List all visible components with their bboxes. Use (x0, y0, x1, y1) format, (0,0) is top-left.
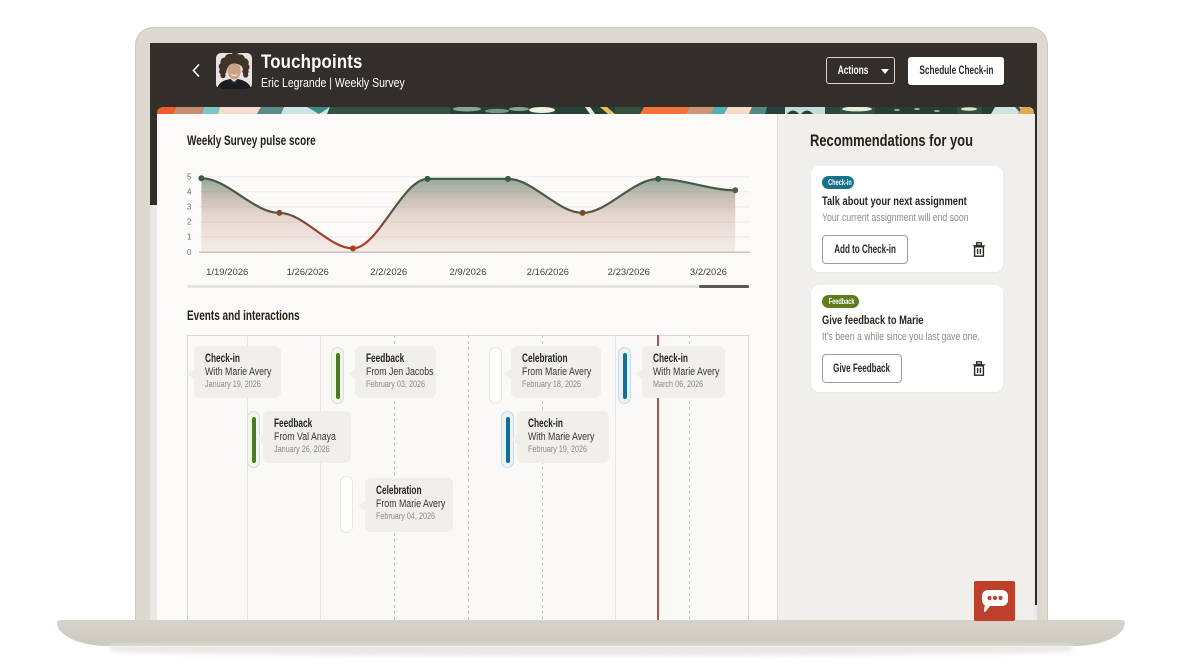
svg-text:2/23/2026: 2/23/2026 (608, 267, 650, 278)
svg-text:4: 4 (187, 187, 192, 196)
svg-text:1: 1 (187, 233, 192, 242)
svg-text:1/26/2026: 1/26/2026 (287, 267, 329, 278)
svg-text:0: 0 (187, 248, 192, 257)
svg-text:3/2/2026: 3/2/2026 (690, 267, 727, 278)
svg-text:2/16/2026: 2/16/2026 (527, 267, 569, 278)
svg-text:3: 3 (187, 203, 192, 212)
svg-text:2/9/2026: 2/9/2026 (450, 267, 487, 278)
svg-text:2/2/2026: 2/2/2026 (370, 267, 407, 278)
svg-text:5: 5 (187, 172, 192, 181)
svg-text:2: 2 (187, 218, 192, 227)
svg-text:1/19/2026: 1/19/2026 (206, 267, 248, 278)
